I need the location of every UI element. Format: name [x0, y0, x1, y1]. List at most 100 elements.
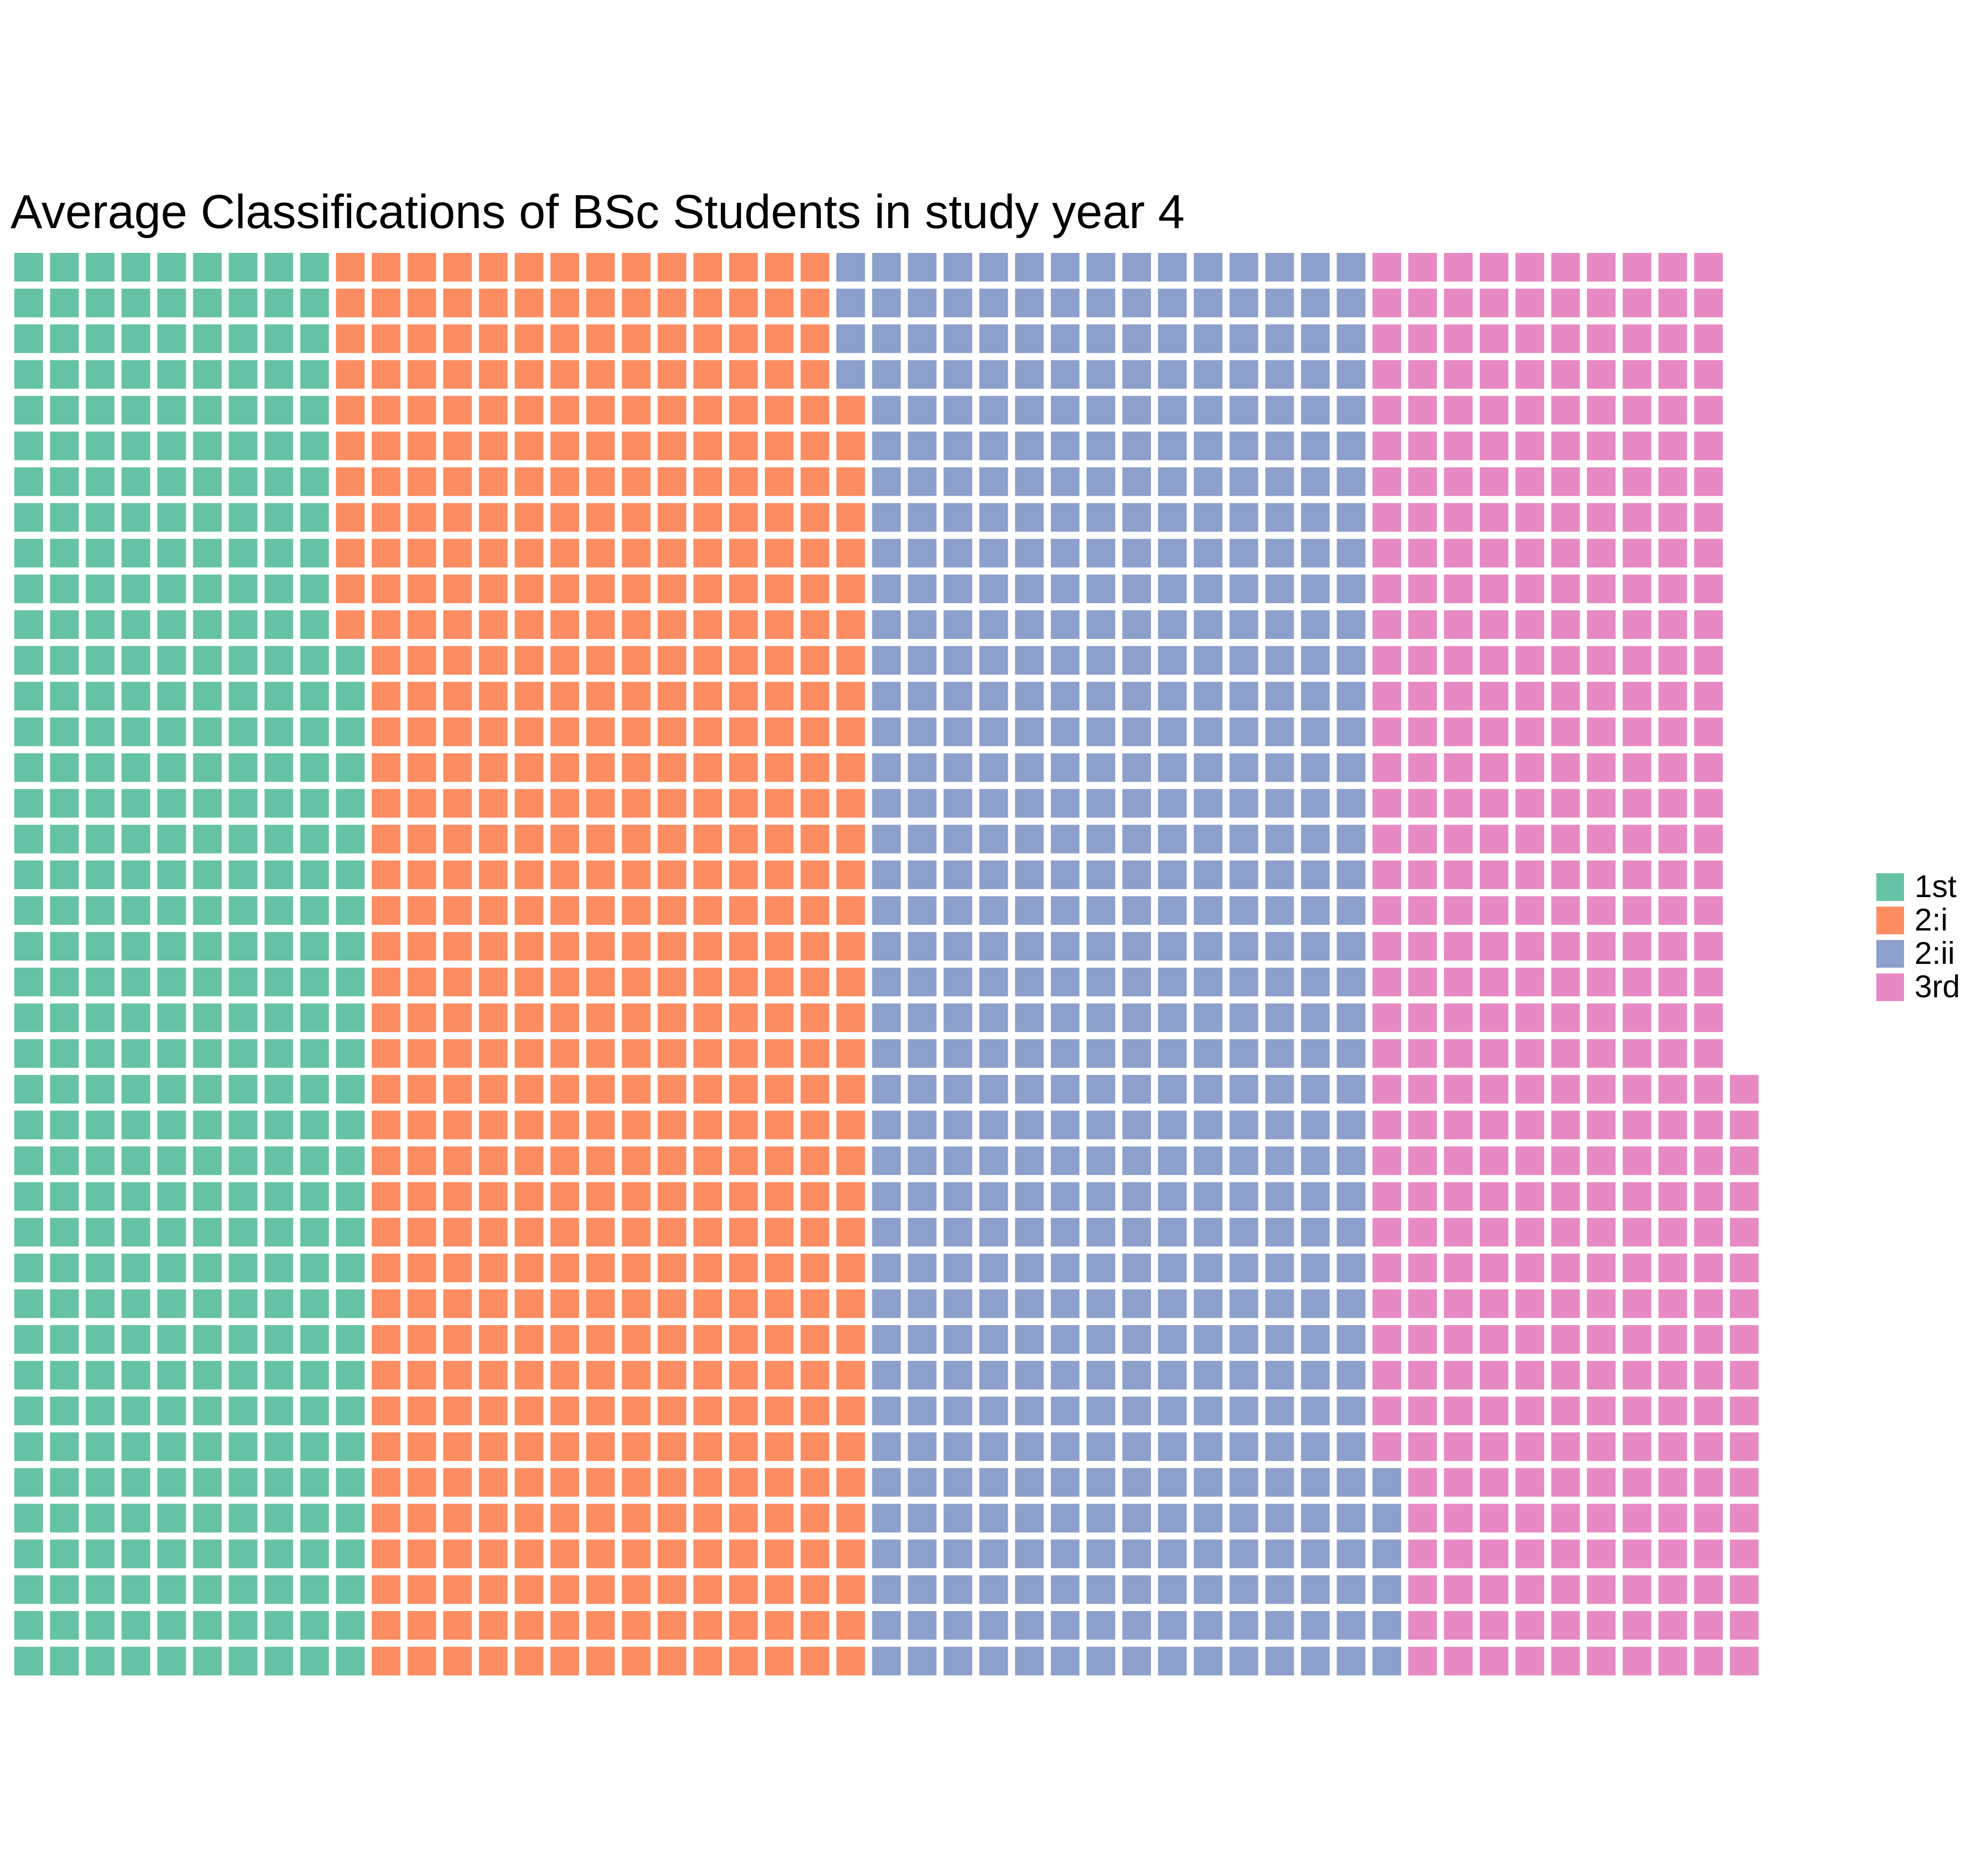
waffle-cell-3rd — [1444, 539, 1473, 568]
waffle-cell-2-ii — [1158, 1289, 1187, 1318]
waffle-cell-2-ii — [1015, 1110, 1044, 1139]
waffle-cell-2-ii — [1229, 288, 1258, 317]
waffle-cell-2-ii — [1122, 896, 1151, 925]
waffle-cell-2-i — [586, 503, 615, 532]
waffle-cell-3rd — [1372, 1075, 1402, 1104]
waffle-cell-3rd — [1551, 1611, 1580, 1640]
waffle-cell-3rd — [1444, 968, 1473, 996]
waffle-cell-3rd — [1372, 1360, 1402, 1390]
waffle-cell-2-ii — [1337, 1254, 1366, 1283]
waffle-cell-2-ii — [1051, 717, 1080, 746]
waffle-cell-2-i — [622, 1289, 651, 1318]
waffle-cell-3rd — [1551, 968, 1580, 996]
waffle-cell-1st — [85, 789, 115, 818]
waffle-cell-2-i — [443, 968, 472, 996]
waffle-cell-2-i — [372, 1289, 400, 1318]
waffle-cell-3rd — [1479, 610, 1508, 639]
waffle-cell-2-i — [764, 789, 794, 818]
waffle-cell-3rd — [1515, 253, 1544, 282]
waffle-cell-2-ii — [1301, 932, 1330, 961]
waffle-cell-2-i — [479, 896, 508, 925]
waffle-cell-2-i — [622, 1504, 651, 1533]
waffle-cell-3rd — [1622, 1432, 1652, 1461]
waffle-cell-2-i — [800, 717, 829, 746]
waffle-cell-1st — [300, 1003, 329, 1032]
waffle-cell-1st — [193, 1504, 222, 1533]
waffle-cell-2-i — [729, 1504, 758, 1533]
waffle-cell-2-ii — [1051, 1504, 1080, 1533]
waffle-cell-3rd — [1372, 789, 1402, 818]
waffle-cell-2-i — [658, 610, 687, 639]
waffle-cell-3rd — [1479, 396, 1508, 425]
waffle-cell-2-ii — [1015, 1003, 1044, 1032]
waffle-cell-3rd — [1551, 1254, 1580, 1283]
waffle-cell-1st — [14, 396, 43, 425]
waffle-cell-2-i — [372, 1539, 400, 1568]
waffle-cell-2-i — [800, 681, 829, 711]
waffle-cell-1st — [157, 825, 186, 854]
waffle-cell-2-ii — [872, 1611, 901, 1640]
waffle-cell-2-ii — [1122, 1647, 1151, 1676]
waffle-cell-3rd — [1479, 1218, 1508, 1247]
waffle-cell-2-i — [836, 1468, 865, 1497]
waffle-cell-2-ii — [1051, 1110, 1080, 1139]
waffle-cell-2-ii — [943, 1647, 973, 1676]
waffle-cell-1st — [121, 1611, 150, 1640]
waffle-cell-3rd — [1444, 1360, 1473, 1390]
waffle-cell-2-i — [836, 1039, 865, 1068]
waffle-cell-3rd — [1622, 1468, 1652, 1497]
waffle-cell-2-ii — [1158, 1110, 1187, 1139]
waffle-cell-2-ii — [1301, 1539, 1330, 1568]
waffle-cell-2-i — [836, 610, 865, 639]
waffle-cell-2-i — [729, 1146, 758, 1175]
waffle-cell-2-i — [800, 610, 829, 639]
waffle-cell-2-ii — [1122, 1468, 1151, 1497]
waffle-cell-2-ii — [872, 932, 901, 961]
waffle-cell-3rd — [1372, 1396, 1402, 1425]
waffle-cell-3rd — [1372, 610, 1402, 639]
waffle-cell-3rd — [1515, 896, 1544, 925]
waffle-cell-2-ii — [1087, 324, 1115, 353]
waffle-cell-1st — [14, 1218, 43, 1247]
waffle-cell-1st — [85, 1146, 115, 1175]
waffle-cell-1st — [14, 467, 43, 496]
waffle-cell-1st — [85, 968, 115, 996]
waffle-cell-3rd — [1694, 968, 1723, 996]
waffle-cell-1st — [336, 1218, 365, 1247]
waffle-cell-2-ii — [1087, 1611, 1115, 1640]
waffle-cell-3rd — [1587, 1432, 1616, 1461]
waffle-cell-1st — [264, 1146, 293, 1175]
waffle-cell-1st — [50, 896, 79, 925]
waffle-cell-2-i — [693, 1003, 722, 1032]
waffle-cell-2-i — [372, 324, 400, 353]
waffle-cell-1st — [50, 610, 79, 639]
waffle-cell-3rd — [1515, 1218, 1544, 1247]
waffle-cell-3rd — [1694, 253, 1723, 282]
waffle-cell-1st — [14, 324, 43, 353]
waffle-cell-1st — [157, 539, 186, 568]
waffle-cell-2-i — [729, 789, 758, 818]
waffle-cell-3rd — [1372, 1289, 1402, 1318]
waffle-cell-2-ii — [1265, 1611, 1294, 1640]
waffle-cell-2-i — [586, 1110, 615, 1139]
waffle-cell-2-ii — [1301, 610, 1330, 639]
waffle-cell-2-ii — [836, 324, 865, 353]
waffle-cell-1st — [193, 467, 222, 496]
waffle-cell-1st — [157, 717, 186, 746]
waffle-cell-1st — [300, 1647, 329, 1676]
waffle-cell-2-ii — [908, 1218, 937, 1247]
waffle-cell-2-ii — [1158, 396, 1187, 425]
waffle-cell-2-i — [800, 1325, 829, 1354]
waffle-cell-3rd — [1622, 753, 1652, 782]
waffle-cell-2-ii — [943, 253, 973, 282]
waffle-cell-2-i — [586, 1003, 615, 1032]
waffle-cell-2-i — [729, 1218, 758, 1247]
waffle-cell-2-ii — [1015, 539, 1044, 568]
waffle-cell-2-i — [443, 753, 472, 782]
waffle-cell-2-ii — [1265, 431, 1294, 460]
waffle-cell-3rd — [1515, 646, 1544, 675]
waffle-cell-3rd — [1587, 288, 1616, 317]
waffle-cell-2-i — [407, 253, 436, 282]
waffle-cell-3rd — [1444, 1325, 1473, 1354]
